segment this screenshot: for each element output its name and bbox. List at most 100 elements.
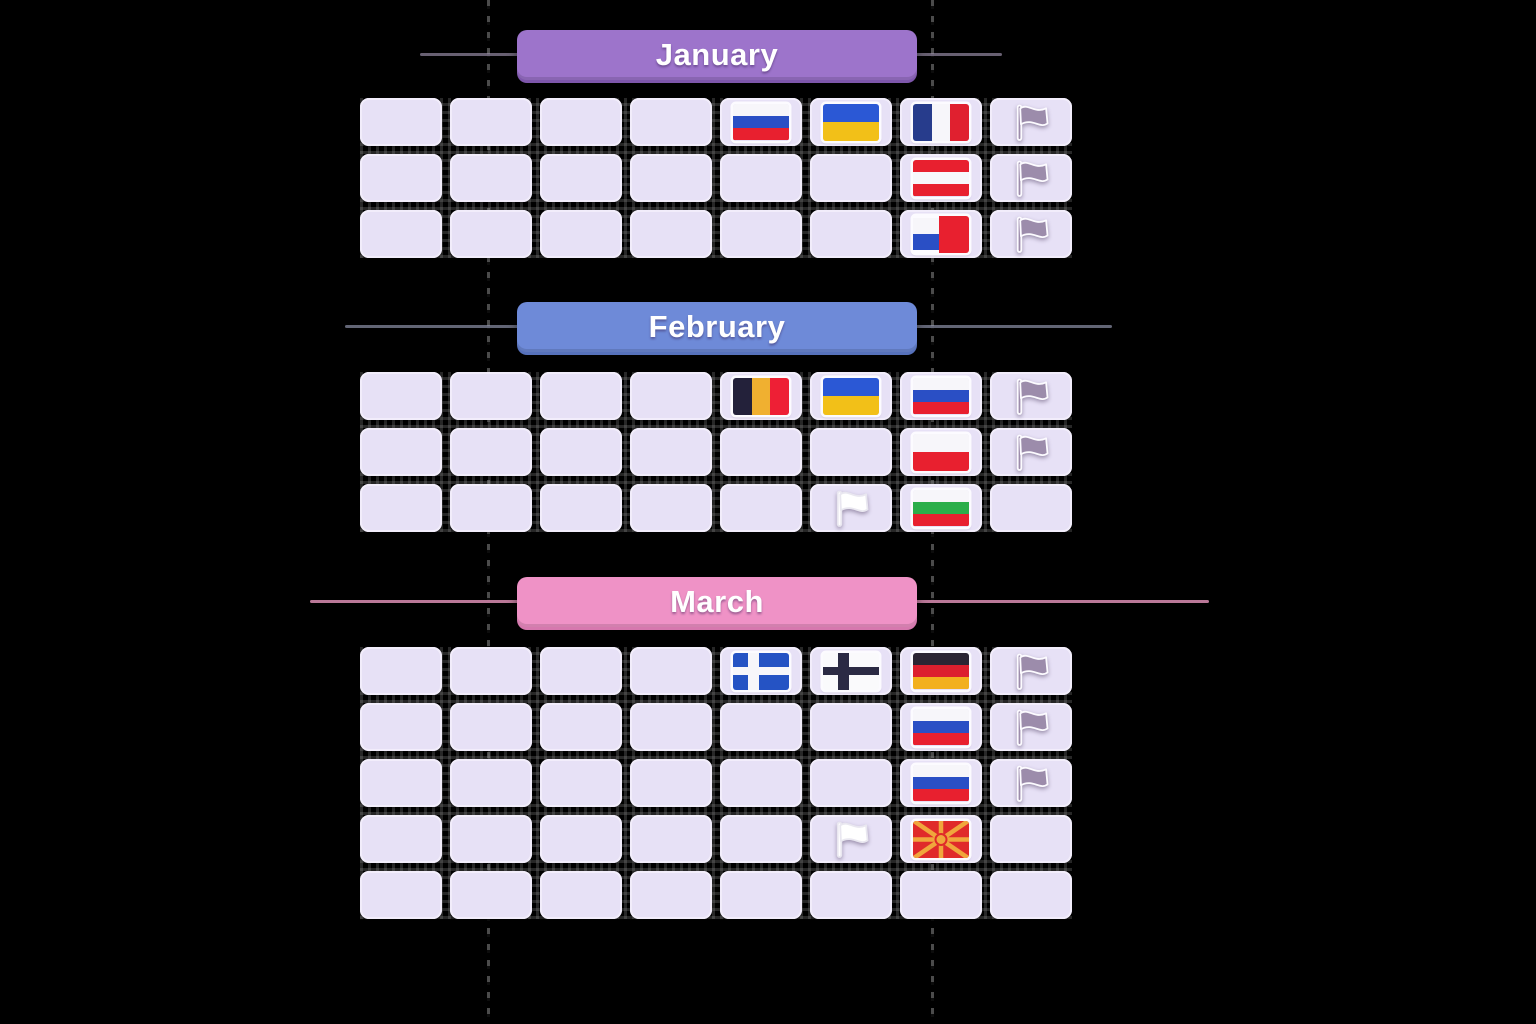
day-cell[interactable] — [900, 210, 982, 258]
day-cell[interactable] — [810, 759, 892, 807]
day-cell[interactable] — [990, 647, 1072, 695]
day-cell[interactable] — [450, 815, 532, 863]
day-cell[interactable] — [630, 428, 712, 476]
day-cell[interactable] — [630, 98, 712, 146]
placeholder-flag-icon[interactable] — [1008, 373, 1054, 419]
day-cell[interactable] — [630, 210, 712, 258]
day-cell[interactable] — [900, 484, 982, 532]
day-cell[interactable] — [540, 154, 622, 202]
placeholder-flag-icon[interactable] — [1008, 648, 1054, 694]
day-cell[interactable] — [360, 484, 442, 532]
day-cell[interactable] — [900, 815, 982, 863]
day-cell[interactable] — [720, 703, 802, 751]
day-cell[interactable] — [990, 210, 1072, 258]
day-cell[interactable] — [720, 871, 802, 919]
day-cell[interactable] — [900, 759, 982, 807]
day-cell[interactable] — [540, 210, 622, 258]
day-cell[interactable] — [990, 98, 1072, 146]
day-cell[interactable] — [630, 815, 712, 863]
day-cell[interactable] — [900, 647, 982, 695]
day-cell[interactable] — [450, 759, 532, 807]
day-cell[interactable] — [360, 372, 442, 420]
day-cell[interactable] — [720, 210, 802, 258]
day-cell[interactable] — [540, 647, 622, 695]
day-cell[interactable] — [720, 484, 802, 532]
day-cell[interactable] — [810, 647, 892, 695]
day-cell[interactable] — [630, 647, 712, 695]
north-macedonia-flag-icon[interactable] — [913, 820, 969, 858]
day-cell[interactable] — [360, 871, 442, 919]
day-cell[interactable] — [720, 647, 802, 695]
day-cell[interactable] — [450, 372, 532, 420]
finland-flag-icon[interactable] — [823, 652, 879, 690]
day-cell[interactable] — [630, 154, 712, 202]
russia-flag-icon[interactable] — [913, 708, 969, 746]
russia-flag-icon[interactable] — [913, 764, 969, 802]
day-cell[interactable] — [360, 703, 442, 751]
ukraine-flag-icon[interactable] — [823, 377, 879, 415]
day-cell[interactable] — [630, 484, 712, 532]
placeholder-flag-icon[interactable] — [1008, 429, 1054, 475]
day-cell[interactable] — [990, 759, 1072, 807]
day-cell[interactable] — [540, 98, 622, 146]
day-cell[interactable] — [450, 647, 532, 695]
russia-flag-icon[interactable] — [733, 103, 789, 141]
day-cell[interactable] — [900, 98, 982, 146]
day-cell[interactable] — [810, 210, 892, 258]
poland-flag-icon[interactable] — [913, 433, 969, 471]
white-flag-icon[interactable] — [828, 485, 874, 531]
day-cell[interactable] — [540, 372, 622, 420]
ukraine-flag-icon[interactable] — [823, 103, 879, 141]
white-flag-icon[interactable] — [828, 816, 874, 862]
day-cell[interactable] — [540, 815, 622, 863]
day-cell[interactable] — [450, 871, 532, 919]
day-cell[interactable] — [360, 98, 442, 146]
day-cell[interactable] — [450, 703, 532, 751]
day-cell[interactable] — [810, 703, 892, 751]
russia-flag-icon[interactable] — [913, 377, 969, 415]
day-cell[interactable] — [720, 428, 802, 476]
day-cell[interactable] — [450, 428, 532, 476]
day-cell[interactable] — [990, 372, 1072, 420]
day-cell[interactable] — [450, 154, 532, 202]
placeholder-flag-icon[interactable] — [1008, 704, 1054, 750]
day-cell[interactable] — [900, 703, 982, 751]
day-cell[interactable] — [810, 372, 892, 420]
germany-flag-icon[interactable] — [913, 652, 969, 690]
day-cell[interactable] — [810, 154, 892, 202]
day-cell[interactable] — [630, 372, 712, 420]
france-flag-icon[interactable] — [913, 103, 969, 141]
greece-flag-icon[interactable] — [733, 652, 789, 690]
day-cell[interactable] — [810, 815, 892, 863]
day-cell[interactable] — [990, 815, 1072, 863]
day-cell[interactable] — [360, 647, 442, 695]
day-cell[interactable] — [990, 428, 1072, 476]
day-cell[interactable] — [720, 372, 802, 420]
day-cell[interactable] — [540, 428, 622, 476]
day-cell[interactable] — [990, 871, 1072, 919]
day-cell[interactable] — [900, 871, 982, 919]
day-cell[interactable] — [810, 98, 892, 146]
day-cell[interactable] — [630, 703, 712, 751]
bulgaria-flag-icon[interactable] — [913, 489, 969, 527]
day-cell[interactable] — [540, 759, 622, 807]
day-cell[interactable] — [360, 759, 442, 807]
day-cell[interactable] — [630, 759, 712, 807]
day-cell[interactable] — [900, 428, 982, 476]
day-cell[interactable] — [810, 871, 892, 919]
placeholder-flag-icon[interactable] — [1008, 155, 1054, 201]
czechia-flag-icon[interactable] — [913, 215, 969, 253]
day-cell[interactable] — [720, 154, 802, 202]
day-cell[interactable] — [990, 703, 1072, 751]
day-cell[interactable] — [540, 484, 622, 532]
day-cell[interactable] — [450, 484, 532, 532]
day-cell[interactable] — [360, 154, 442, 202]
day-cell[interactable] — [720, 98, 802, 146]
belgium-flag-icon[interactable] — [733, 377, 789, 415]
day-cell[interactable] — [450, 210, 532, 258]
day-cell[interactable] — [630, 871, 712, 919]
day-cell[interactable] — [900, 154, 982, 202]
day-cell[interactable] — [810, 428, 892, 476]
placeholder-flag-icon[interactable] — [1008, 211, 1054, 257]
day-cell[interactable] — [720, 759, 802, 807]
